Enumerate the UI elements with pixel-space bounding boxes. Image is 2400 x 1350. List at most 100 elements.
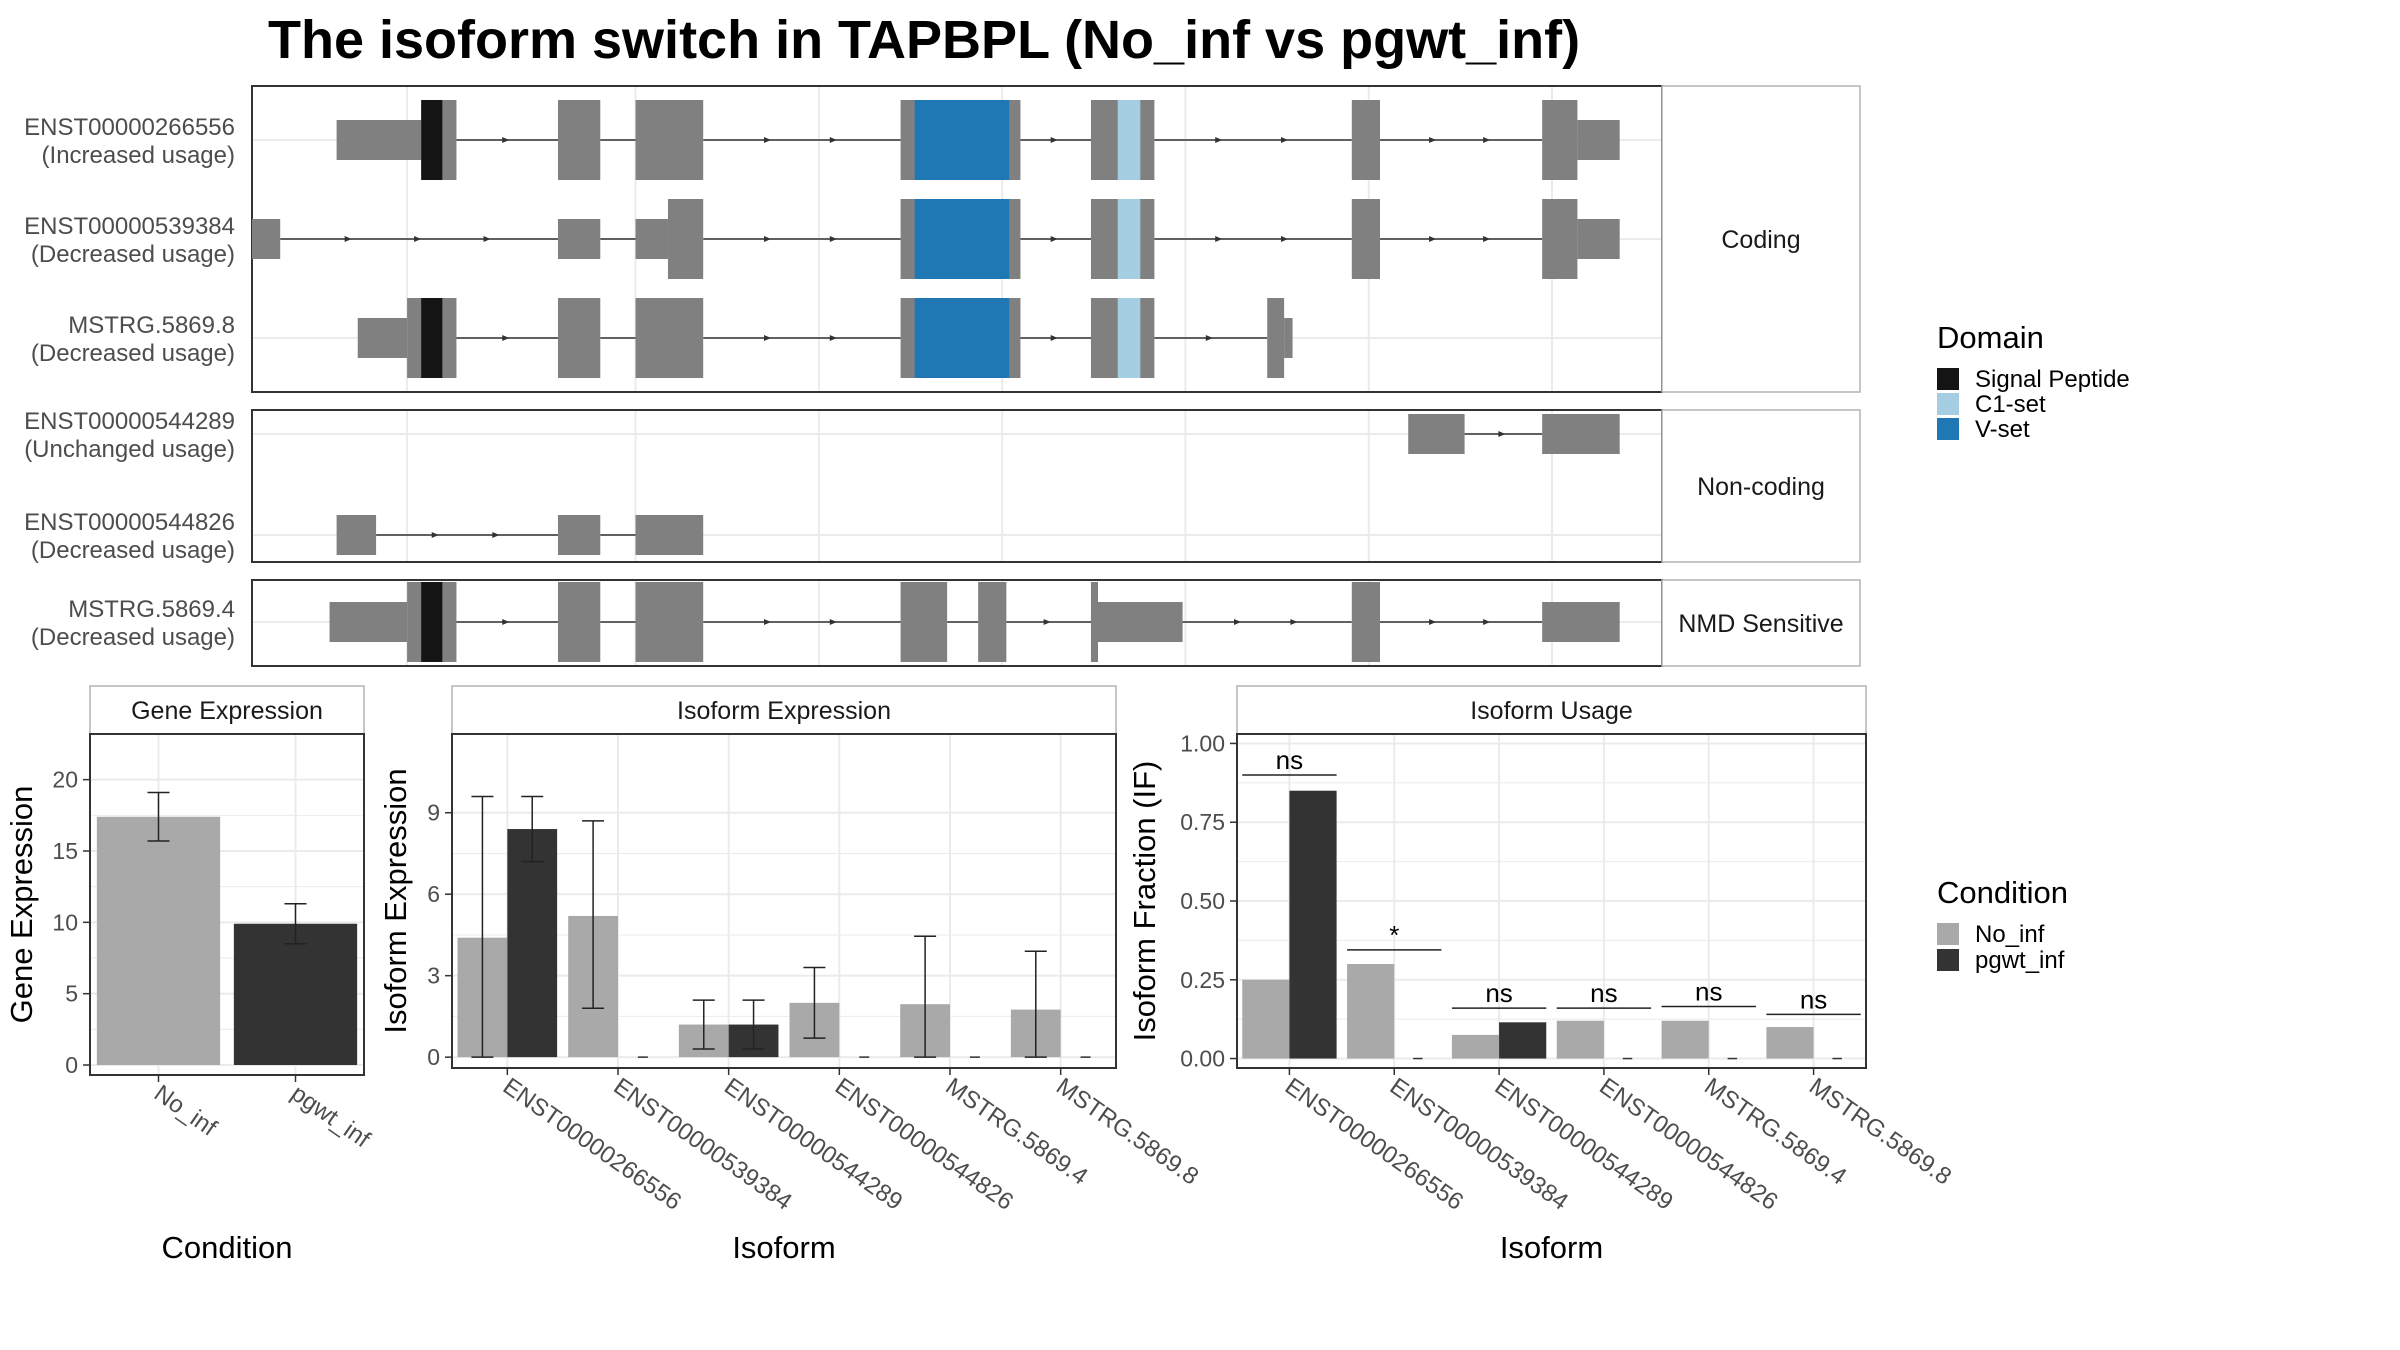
- bar: [507, 829, 558, 1058]
- bar: [233, 923, 358, 1066]
- exon-block: [1090, 582, 1098, 662]
- condition-legend-label: No_inf: [1975, 921, 2045, 948]
- bar: [1451, 1034, 1500, 1059]
- significance-label: ns: [1485, 978, 1512, 1008]
- exon-block: [1284, 318, 1293, 358]
- exon-block: [667, 199, 704, 279]
- intron-direction-arrow: [414, 236, 422, 242]
- bar: [1347, 964, 1395, 1059]
- domain-legend-label: V-set: [1975, 416, 2030, 443]
- structure-group-label: Non-coding: [1697, 473, 1825, 501]
- bar: [1556, 1020, 1604, 1059]
- structure-group-nmd-sensitive: NMD Sensitive MSTRG.5869.4(Decreased usag…: [31, 579, 1861, 667]
- intron-direction-arrow: [764, 335, 771, 341]
- panel-strip: [451, 685, 1117, 735]
- exon-block: [1577, 219, 1620, 259]
- domain-signal-peptide: [421, 582, 443, 662]
- exon-block: [978, 582, 1007, 662]
- x-tick-label: ENST00000266556: [498, 1073, 686, 1216]
- isoform-usage-label: (Decreased usage): [31, 340, 235, 367]
- exon-block: [635, 219, 668, 259]
- domain-c1-set: [1117, 100, 1141, 180]
- exon-block: [1408, 414, 1465, 454]
- domain-v-set: [914, 199, 1010, 279]
- exon-block: [557, 515, 601, 555]
- intron-direction-arrow: [1234, 619, 1241, 625]
- x-tick-label: ENST00000544289: [1490, 1073, 1678, 1216]
- y-axis-title: Isoform Expression: [378, 768, 413, 1033]
- exon-block: [557, 298, 601, 378]
- significance-label: ns: [1695, 977, 1722, 1007]
- isoform-id-label: ENST00000544289: [24, 408, 235, 435]
- significance-label: *: [1389, 920, 1399, 950]
- intron-direction-arrow: [829, 137, 837, 143]
- x-tick-label: ENST00000266556: [1280, 1073, 1468, 1216]
- isoform-row-mstrg-5869-8: MSTRG.5869.8(Decreased usage): [31, 298, 1293, 378]
- structure-group-strip: [1661, 409, 1861, 563]
- domain-signal-peptide: [421, 100, 443, 180]
- bar-panel-isoform-usage: Isoform Usage ns * ns ns ns ns 0.00 0.25 0.50 0.75…: [1127, 685, 1956, 1265]
- intron-direction-arrow: [1483, 137, 1491, 143]
- domain-legend-title: Domain: [1937, 320, 2044, 355]
- isoform-id-label: ENST00000539384: [24, 213, 235, 240]
- intron-direction-arrow: [431, 532, 439, 538]
- intron-direction-arrow: [1215, 236, 1223, 242]
- domain-v-set: [914, 298, 1010, 378]
- domain-c1-set: [1117, 199, 1141, 279]
- bar: [1661, 1020, 1709, 1059]
- isoform-row-enst00000539384: ENST00000539384(Decreased usage): [24, 199, 1620, 279]
- exon-block: [252, 219, 281, 259]
- structure-group-label: NMD Sensitive: [1678, 610, 1843, 638]
- x-tick-label: ENST00000539384: [609, 1073, 797, 1216]
- intron-direction-arrow: [1290, 619, 1298, 625]
- exon-block: [557, 100, 601, 180]
- intron-direction-arrow: [764, 137, 771, 143]
- exon-block: [635, 298, 704, 378]
- structure-group-label: Coding: [1721, 226, 1800, 254]
- isoform-row-enst00000544289: ENST00000544289(Unchanged usage): [24, 408, 1620, 463]
- panel-strip: [89, 685, 365, 735]
- exon-block: [1542, 100, 1578, 180]
- intron-direction-arrow: [502, 335, 510, 341]
- y-axis-title: Isoform Fraction (IF): [1127, 761, 1162, 1042]
- isoform-row-mstrg-5869-4: MSTRG.5869.4(Decreased usage): [31, 582, 1620, 662]
- panel-strip-title: Isoform Expression: [677, 697, 891, 725]
- x-tick-label: ENST00000544826: [1594, 1073, 1782, 1216]
- exon-block: [1542, 199, 1578, 279]
- y-axis-title: Gene Expression: [4, 786, 39, 1024]
- panel-strip: [1236, 685, 1867, 735]
- intron-direction-arrow: [1429, 137, 1437, 143]
- intron-direction-arrow: [829, 236, 837, 242]
- exon-block: [1351, 100, 1380, 180]
- panel-border: [451, 733, 1117, 1069]
- y-tick-label: 0.50: [1180, 888, 1225, 914]
- structure-group-strip: [1661, 579, 1861, 667]
- exon-block: [635, 582, 704, 662]
- x-tick-label: ENST00000544826: [830, 1073, 1018, 1216]
- intron-direction-arrow: [1429, 619, 1437, 625]
- exon-block: [1351, 582, 1380, 662]
- y-tick-label: 0: [65, 1052, 78, 1078]
- exon-block: [1098, 602, 1183, 642]
- bar-panel-gene-expression: Gene Expression 0 5 10 15 20 No_inf pgwt_inf Gen…: [4, 685, 375, 1265]
- condition-legend-key-pgwt-inf: [1937, 949, 1959, 971]
- significance-label: ns: [1590, 978, 1617, 1008]
- significance-label: ns: [1276, 745, 1303, 775]
- condition-legend-key-no-inf: [1937, 923, 1959, 945]
- intron-direction-arrow: [764, 236, 771, 242]
- bar: [96, 816, 221, 1066]
- intron-direction-arrow: [492, 532, 500, 538]
- y-tick-label: 0: [427, 1044, 440, 1070]
- exon-block: [329, 602, 408, 642]
- intron-direction-arrow: [483, 236, 491, 242]
- domain-c1-set: [1117, 298, 1141, 378]
- domain-legend-key-signal-peptide: [1937, 368, 1959, 390]
- y-tick-label: 0.75: [1180, 809, 1225, 835]
- panel-strip-title: Isoform Usage: [1470, 697, 1633, 725]
- intron-direction-arrow: [1043, 619, 1051, 625]
- exon-block: [1351, 199, 1380, 279]
- bar: [1289, 790, 1337, 1059]
